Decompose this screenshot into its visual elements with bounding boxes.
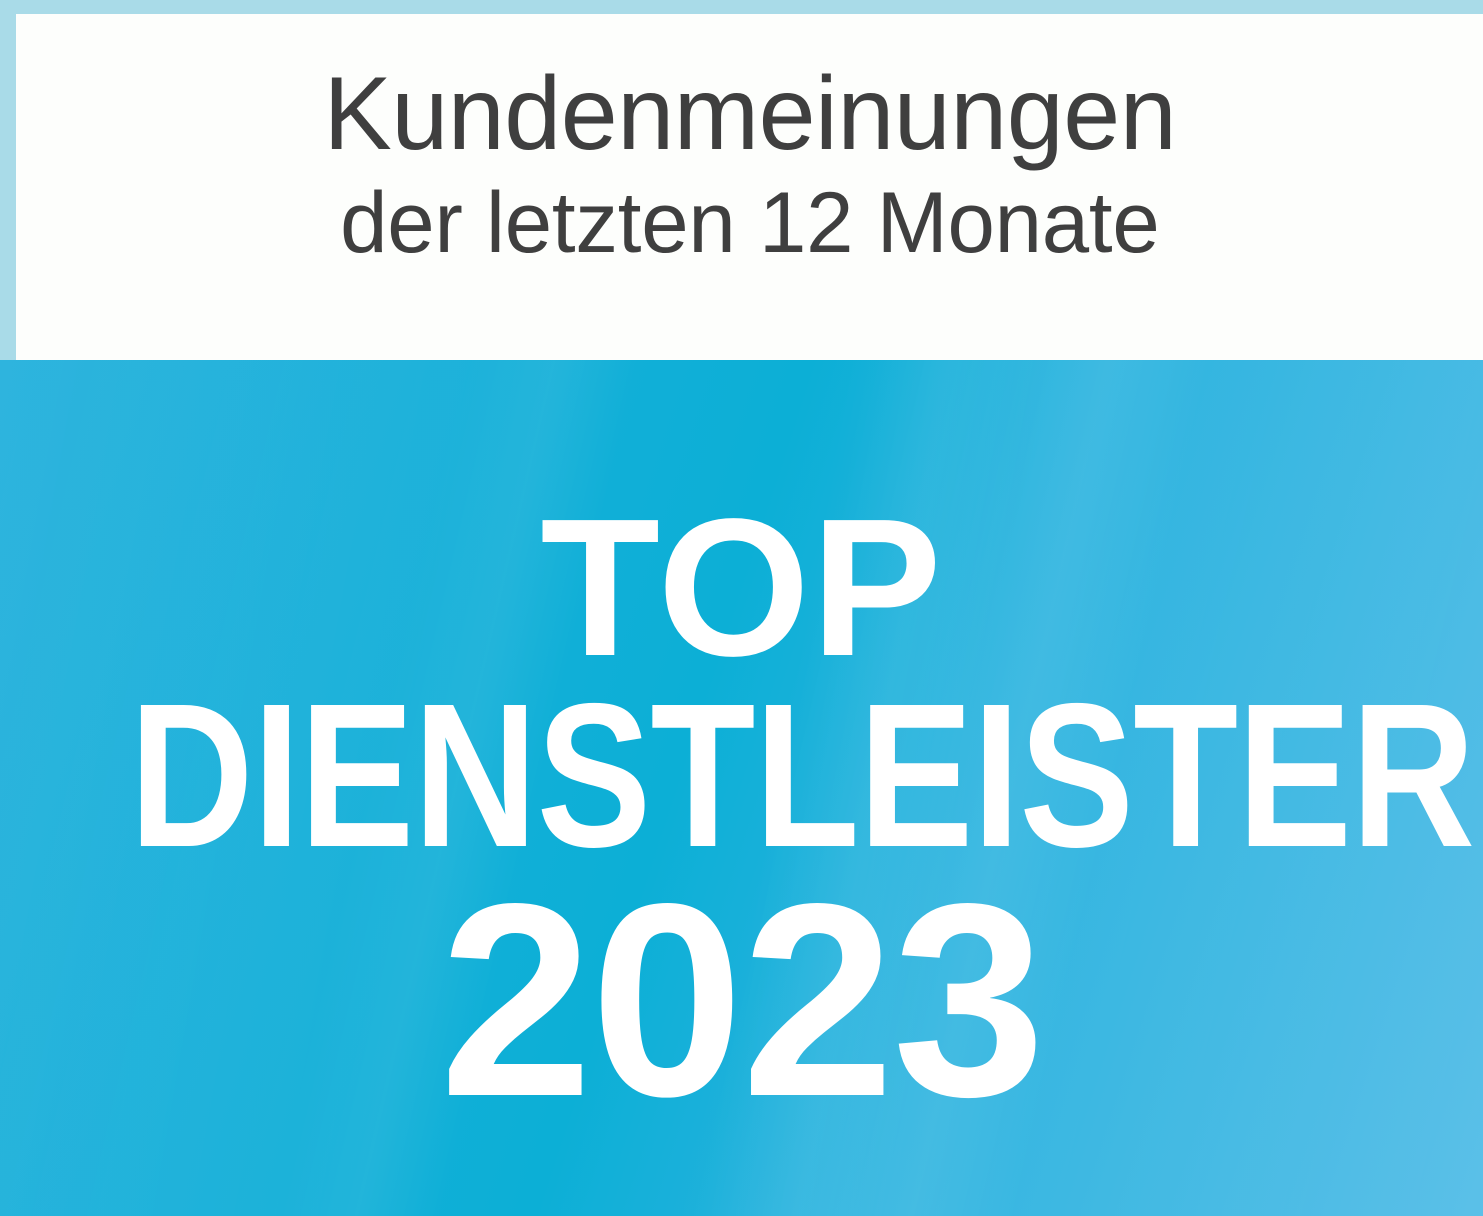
award-category-label: DIENSTLEISTER [129, 661, 1475, 890]
award-year-label: 2023 [439, 847, 1046, 1154]
page-subtitle: der letzten 12 Monate [339, 175, 1160, 271]
customer-opinions-header-card: Kundenmeinungen der letzten 12 Monate [16, 14, 1483, 360]
award-panel: TOP DIENSTLEISTER 2023 [0, 360, 1483, 1216]
page-title: Kundenmeinungen [323, 56, 1176, 172]
award-rank-label: TOP [540, 478, 943, 697]
